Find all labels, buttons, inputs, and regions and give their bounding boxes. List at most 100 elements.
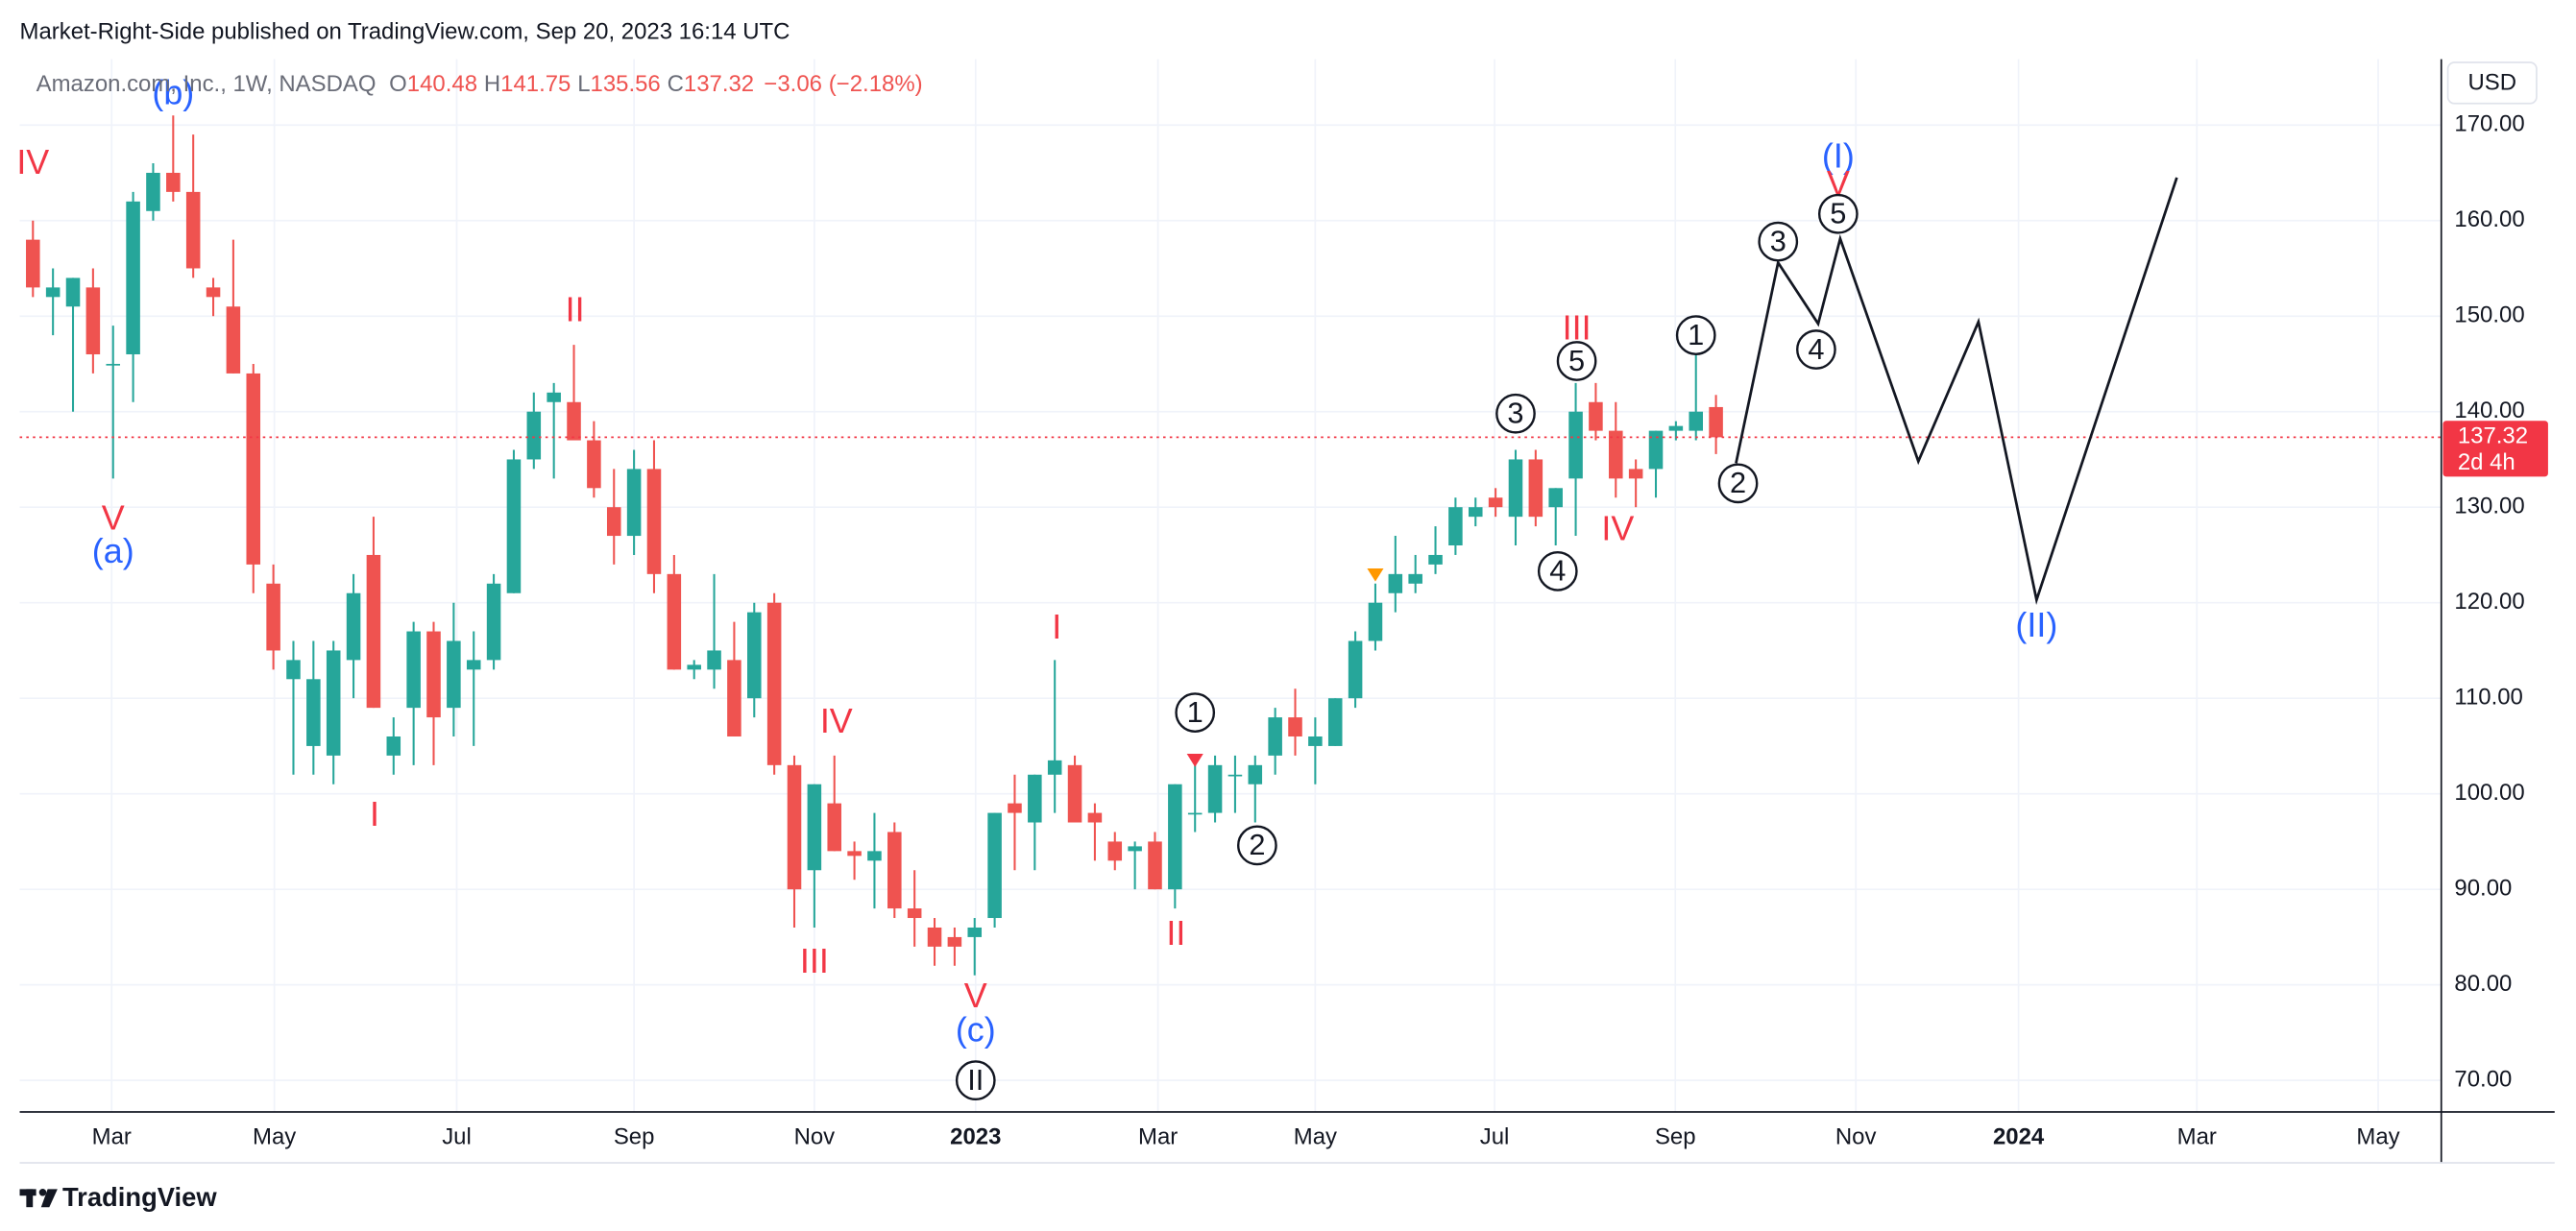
projection-line [1735, 177, 2178, 605]
y-tick-label: 170.00 [2454, 111, 2524, 137]
candle-body [206, 287, 221, 298]
signal-marker [1186, 754, 1203, 767]
candle-body [486, 583, 501, 661]
candle-body [26, 239, 40, 288]
candle-body [1187, 812, 1203, 815]
candle-body [1008, 803, 1022, 813]
candle-body [326, 650, 341, 756]
wave-circle [1495, 393, 1536, 434]
wave-circle [1537, 550, 1578, 591]
candle-body [426, 631, 441, 718]
tradingview-logo [19, 1189, 58, 1208]
y-tick-label: 150.00 [2454, 302, 2524, 328]
wave-label: I [370, 794, 379, 833]
candle-body [1388, 573, 1403, 593]
candle-body [967, 927, 983, 937]
wave-label: (c) [956, 1010, 996, 1050]
candle-body [1107, 841, 1123, 861]
wave-label: 1 [1187, 695, 1203, 729]
x-tick-label: May [1294, 1124, 1337, 1150]
wave-label: 3 [1507, 397, 1523, 430]
x-tick-label: 2023 [950, 1124, 1001, 1150]
candle-body [1308, 736, 1323, 746]
wave-label: 2 [1730, 466, 1746, 499]
wave-circle [1556, 341, 1597, 381]
candle-body [927, 927, 942, 947]
symbol-name: Amazon.com, Inc., 1W, NASDAQ [36, 71, 377, 97]
x-tick-label: Jul [442, 1124, 472, 1150]
wave-label: IV [16, 142, 49, 181]
candle-body [1488, 497, 1503, 508]
candle-body [1609, 430, 1623, 479]
candle-body [1128, 846, 1142, 852]
candle-body [1067, 764, 1082, 823]
currency-label[interactable]: USD [2467, 70, 2516, 96]
candle-body [366, 554, 381, 709]
candle-body [626, 469, 642, 537]
wave-label: 5 [1830, 197, 1846, 230]
plot-area: IVV(a)(b)IIIIVIIIV(c)IIIII1234III5IV1234… [16, 59, 2442, 1112]
wave-circle [1796, 329, 1836, 370]
candle-body [747, 612, 762, 699]
candle-body [1168, 784, 1182, 890]
candle-body [766, 602, 782, 765]
candle-body [606, 507, 621, 537]
logo-part [40, 1189, 58, 1208]
candle-body [246, 373, 261, 565]
candle-body [1087, 812, 1103, 823]
candle-body [286, 660, 301, 680]
candle-body [907, 908, 922, 919]
wave-label: I [1052, 607, 1061, 646]
candle-body [506, 459, 522, 593]
candle-body [1668, 425, 1684, 431]
candle-body [947, 936, 962, 947]
currency-button[interactable] [2446, 61, 2538, 105]
wave-label: (b) [152, 73, 194, 112]
y-tick-label: 160.00 [2454, 206, 2524, 232]
candle-body [567, 401, 581, 441]
x-tick-label: 2024 [1993, 1124, 2045, 1150]
x-tick-label: May [2356, 1124, 2399, 1150]
y-tick-label: 80.00 [2454, 971, 2512, 997]
wave-label: IV [820, 701, 853, 740]
candle-body [1568, 411, 1583, 479]
x-tick-label: Sep [614, 1124, 655, 1150]
ohlc-value: 141.75 [500, 71, 571, 97]
candle-body [1348, 640, 1363, 699]
publish-header: Market-Right-Side published on TradingVi… [20, 19, 790, 45]
y-tick-label: 140.00 [2454, 398, 2524, 423]
candle-body [1207, 764, 1223, 813]
candle-body [1227, 774, 1243, 777]
candle-body [185, 191, 201, 269]
candle-body [1468, 507, 1483, 518]
wave-label: (II) [2015, 605, 2057, 644]
candle-body [166, 172, 181, 192]
candle-body [1368, 602, 1383, 641]
candle-body [1628, 469, 1643, 479]
candle-body [1589, 401, 1603, 431]
change: −3.06 [764, 71, 822, 97]
x-tick-label: Mar [1138, 1124, 1178, 1150]
ohlc-key: L [577, 71, 590, 97]
candle-body [306, 679, 321, 746]
wave-circle [1817, 193, 1859, 234]
logo-part [26, 1189, 34, 1208]
wave-label: III [1563, 307, 1592, 347]
last-price-label: 137.32 [2458, 423, 2528, 449]
countdown-label: 2d 4h [2458, 449, 2515, 475]
candle-body [126, 201, 140, 355]
wave-label: 2 [1249, 828, 1265, 861]
wave-circle [1758, 221, 1799, 262]
candle-body [226, 306, 241, 374]
candle-body [1548, 488, 1563, 508]
candle-body [987, 812, 1002, 919]
y-tick-label: 130.00 [2454, 494, 2524, 519]
candle-body [1648, 430, 1664, 470]
candle-body [646, 469, 662, 574]
wave-label: 4 [1808, 332, 1824, 366]
candle-body [827, 803, 841, 852]
wave-label: II [1166, 913, 1185, 953]
candle-body [406, 631, 421, 709]
